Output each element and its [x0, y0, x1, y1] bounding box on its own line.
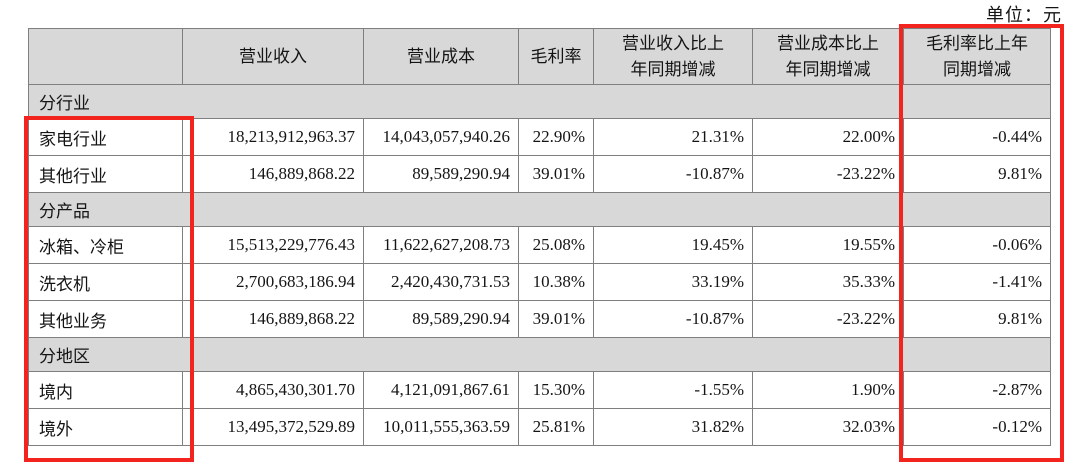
section-row-by-industry: 分行业	[28, 84, 1051, 119]
cell-row-label: 境外	[28, 408, 183, 446]
cell-row-label: 境内	[28, 371, 183, 409]
table-row: 其他业务 146,889,868.22 89,589,290.94 39.01%…	[28, 300, 1051, 338]
cell-gross-margin-yoy: 9.81%	[903, 155, 1051, 193]
header-cell-gross-margin: 毛利率	[518, 28, 594, 85]
header-row: 营业收入 营业成本 毛利率 营业收入比上 年同期增减 营业成本比上 年同期增减 …	[28, 28, 1051, 85]
table-row: 其他行业 146,889,868.22 89,589,290.94 39.01%…	[28, 155, 1051, 193]
cell-gross-margin: 15.30%	[518, 371, 594, 409]
header-cell-revenue-yoy: 营业收入比上 年同期增减	[593, 28, 753, 85]
section-title: 分产品	[28, 192, 1051, 227]
cell-row-label: 其他业务	[28, 300, 183, 338]
cell-revenue-yoy: 19.45%	[593, 226, 753, 264]
cell-cost-yoy: -23.22%	[752, 300, 904, 338]
header-cell-cost: 营业成本	[363, 28, 519, 85]
cell-gross-margin-yoy: -1.41%	[903, 263, 1051, 301]
cell-revenue-yoy: -1.55%	[593, 371, 753, 409]
cell-row-label: 洗衣机	[28, 263, 183, 301]
cell-cost: 89,589,290.94	[363, 155, 519, 193]
cell-cost: 10,011,555,363.59	[363, 408, 519, 446]
cell-revenue: 13,495,372,529.89	[182, 408, 364, 446]
cell-cost: 89,589,290.94	[363, 300, 519, 338]
cell-gross-margin: 10.38%	[518, 263, 594, 301]
cell-gross-margin: 25.81%	[518, 408, 594, 446]
cell-revenue-yoy: -10.87%	[593, 300, 753, 338]
header-cell-revenue: 营业收入	[182, 28, 364, 85]
section-row-by-region: 分地区	[28, 337, 1051, 372]
cell-row-label: 其他行业	[28, 155, 183, 193]
cell-gross-margin-yoy: -0.44%	[903, 118, 1051, 156]
table-row: 家电行业 18,213,912,963.37 14,043,057,940.26…	[28, 118, 1051, 156]
table-row: 冰箱、冷柜 15,513,229,776.43 11,622,627,208.7…	[28, 226, 1051, 264]
cell-gross-margin: 39.01%	[518, 155, 594, 193]
cell-cost-yoy: 1.90%	[752, 371, 904, 409]
cell-gross-margin-yoy: 9.81%	[903, 300, 1051, 338]
cell-cost: 14,043,057,940.26	[363, 118, 519, 156]
section-row-by-product: 分产品	[28, 192, 1051, 227]
cell-revenue-yoy: -10.87%	[593, 155, 753, 193]
cell-cost-yoy: 35.33%	[752, 263, 904, 301]
cell-revenue-yoy: 21.31%	[593, 118, 753, 156]
cell-cost-yoy: 19.55%	[752, 226, 904, 264]
cell-revenue: 2,700,683,186.94	[182, 263, 364, 301]
section-title: 分地区	[28, 337, 1051, 372]
header-cell-blank	[28, 28, 183, 85]
cell-gross-margin: 25.08%	[518, 226, 594, 264]
cell-gross-margin-yoy: -0.06%	[903, 226, 1051, 264]
cell-revenue: 146,889,868.22	[182, 155, 364, 193]
cell-revenue: 18,213,912,963.37	[182, 118, 364, 156]
unit-label: 单位：元	[986, 5, 1062, 25]
cell-gross-margin: 39.01%	[518, 300, 594, 338]
cell-revenue: 4,865,430,301.70	[182, 371, 364, 409]
cell-gross-margin: 22.90%	[518, 118, 594, 156]
cell-revenue-yoy: 33.19%	[593, 263, 753, 301]
cell-cost: 2,420,430,731.53	[363, 263, 519, 301]
header-cell-gross-margin-yoy: 毛利率比上年 同期增减	[903, 28, 1051, 85]
cell-cost-yoy: 22.00%	[752, 118, 904, 156]
financial-segment-table: 营业收入 营业成本 毛利率 营业收入比上 年同期增减 营业成本比上 年同期增减 …	[28, 28, 1051, 446]
table-row: 境内 4,865,430,301.70 4,121,091,867.61 15.…	[28, 371, 1051, 409]
cell-revenue-yoy: 31.82%	[593, 408, 753, 446]
cell-row-label: 冰箱、冷柜	[28, 226, 183, 264]
cell-revenue: 146,889,868.22	[182, 300, 364, 338]
cell-cost: 11,622,627,208.73	[363, 226, 519, 264]
header-cell-cost-yoy: 营业成本比上 年同期增减	[752, 28, 904, 85]
cell-cost-yoy: 32.03%	[752, 408, 904, 446]
cell-gross-margin-yoy: -2.87%	[903, 371, 1051, 409]
table-row: 境外 13,495,372,529.89 10,011,555,363.59 2…	[28, 408, 1051, 446]
table-row: 洗衣机 2,700,683,186.94 2,420,430,731.53 10…	[28, 263, 1051, 301]
cell-cost-yoy: -23.22%	[752, 155, 904, 193]
cell-gross-margin-yoy: -0.12%	[903, 408, 1051, 446]
cell-cost: 4,121,091,867.61	[363, 371, 519, 409]
section-title: 分行业	[28, 84, 1051, 119]
cell-revenue: 15,513,229,776.43	[182, 226, 364, 264]
cell-row-label: 家电行业	[28, 118, 183, 156]
